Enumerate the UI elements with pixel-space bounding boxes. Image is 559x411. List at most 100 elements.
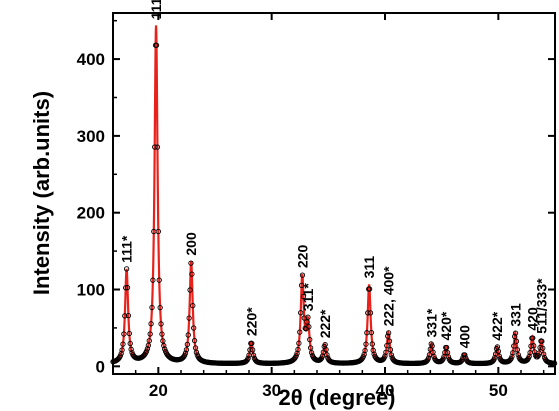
data-point: [121, 331, 127, 337]
data-point: [155, 228, 161, 235]
data-point: [308, 349, 315, 356]
data-point: [388, 352, 394, 358]
data-point: [440, 356, 446, 362]
data-point: [370, 347, 376, 353]
data-point: [512, 333, 518, 340]
data-point: [382, 353, 388, 359]
data-point: [245, 355, 251, 361]
data-point: [247, 347, 253, 353]
peak-label: 200: [183, 232, 199, 256]
data-point: [367, 310, 374, 316]
data-point: [384, 342, 390, 349]
x-axis-title: 2θ (degree): [278, 385, 395, 410]
data-point: [293, 353, 299, 359]
peak-label: 111, 200*: [148, 0, 164, 19]
data-point: [492, 355, 498, 361]
data-point: [511, 343, 517, 349]
data-point: [442, 349, 448, 356]
peak-label: 220*: [243, 307, 259, 336]
data-point: [515, 352, 521, 358]
data-point: [305, 314, 311, 320]
peak-label: 420*: [438, 311, 454, 340]
data-point: [535, 353, 541, 359]
data-point: [383, 349, 389, 355]
data-point: [128, 346, 134, 352]
data-point: [386, 338, 393, 344]
data-point: [541, 351, 547, 357]
data-point: [299, 272, 306, 278]
data-point: [183, 347, 190, 353]
data-point: [186, 315, 192, 321]
y-tick-label: 300: [77, 127, 105, 146]
axis-ticks: 20 30 40 50 0 100 200 300 400: [77, 13, 555, 400]
data-point: [425, 355, 432, 361]
data-point: [530, 335, 536, 341]
data-point: [295, 346, 301, 353]
data-point: [158, 321, 164, 327]
data-point: [127, 340, 133, 347]
data-point: [190, 302, 196, 309]
data-point: [362, 347, 368, 354]
data-point: [123, 266, 130, 272]
peak-label: 420: [524, 307, 540, 331]
data-point: [306, 324, 312, 330]
data-point: [298, 282, 305, 289]
y-tick-label: 100: [77, 281, 105, 300]
observed-series: [110, 42, 558, 367]
data-point: [188, 260, 194, 266]
data-point: [368, 329, 375, 336]
data-point: [429, 343, 435, 349]
data-point: [324, 352, 330, 358]
data-point: [125, 312, 132, 319]
peak-label: 311*: [300, 283, 316, 312]
data-point: [296, 340, 302, 346]
data-point: [496, 353, 502, 359]
data-point: [193, 349, 200, 355]
data-point: [157, 304, 163, 311]
data-point: [385, 330, 392, 336]
data-point: [150, 277, 156, 283]
data-point: [250, 352, 257, 358]
data-point: [426, 352, 433, 358]
data-point: [385, 333, 391, 339]
data-point: [159, 331, 165, 337]
data-point: [143, 348, 150, 354]
data-point: [117, 353, 123, 359]
data-point: [191, 325, 197, 331]
data-point: [539, 338, 545, 344]
data-point: [298, 310, 304, 316]
data-point: [124, 284, 131, 291]
peak-label: 222, 400*: [380, 266, 396, 326]
data-point: [323, 346, 329, 353]
plot-frame: [112, 12, 556, 375]
data-point: [528, 343, 534, 349]
data-point: [513, 338, 520, 344]
data-point: [297, 329, 303, 335]
x-tick-label: 20: [149, 381, 168, 400]
x-tick-label: 50: [489, 381, 508, 400]
data-point: [365, 310, 371, 316]
data-point: [366, 286, 373, 292]
data-point: [152, 144, 158, 150]
data-point: [153, 42, 160, 48]
data-point: [307, 345, 314, 351]
data-point: [126, 330, 132, 337]
data-point: [119, 347, 125, 353]
data-point: [249, 340, 255, 346]
data-point: [387, 347, 394, 353]
y-tick-label: 0: [96, 357, 105, 376]
data-point: [514, 347, 521, 353]
data-point: [301, 315, 307, 321]
data-point: [185, 332, 191, 338]
data-point: [120, 341, 126, 347]
peak-label: 331: [507, 303, 523, 327]
data-point: [191, 338, 198, 344]
peak-label: 400: [456, 325, 472, 349]
y-axis-title: Intensity (arb.units): [29, 91, 54, 295]
data-point: [300, 293, 307, 300]
data-point: [510, 350, 516, 356]
data-point: [123, 285, 129, 291]
x-tick-label: 40: [376, 381, 395, 400]
peak-label: 511/333*: [533, 278, 549, 334]
